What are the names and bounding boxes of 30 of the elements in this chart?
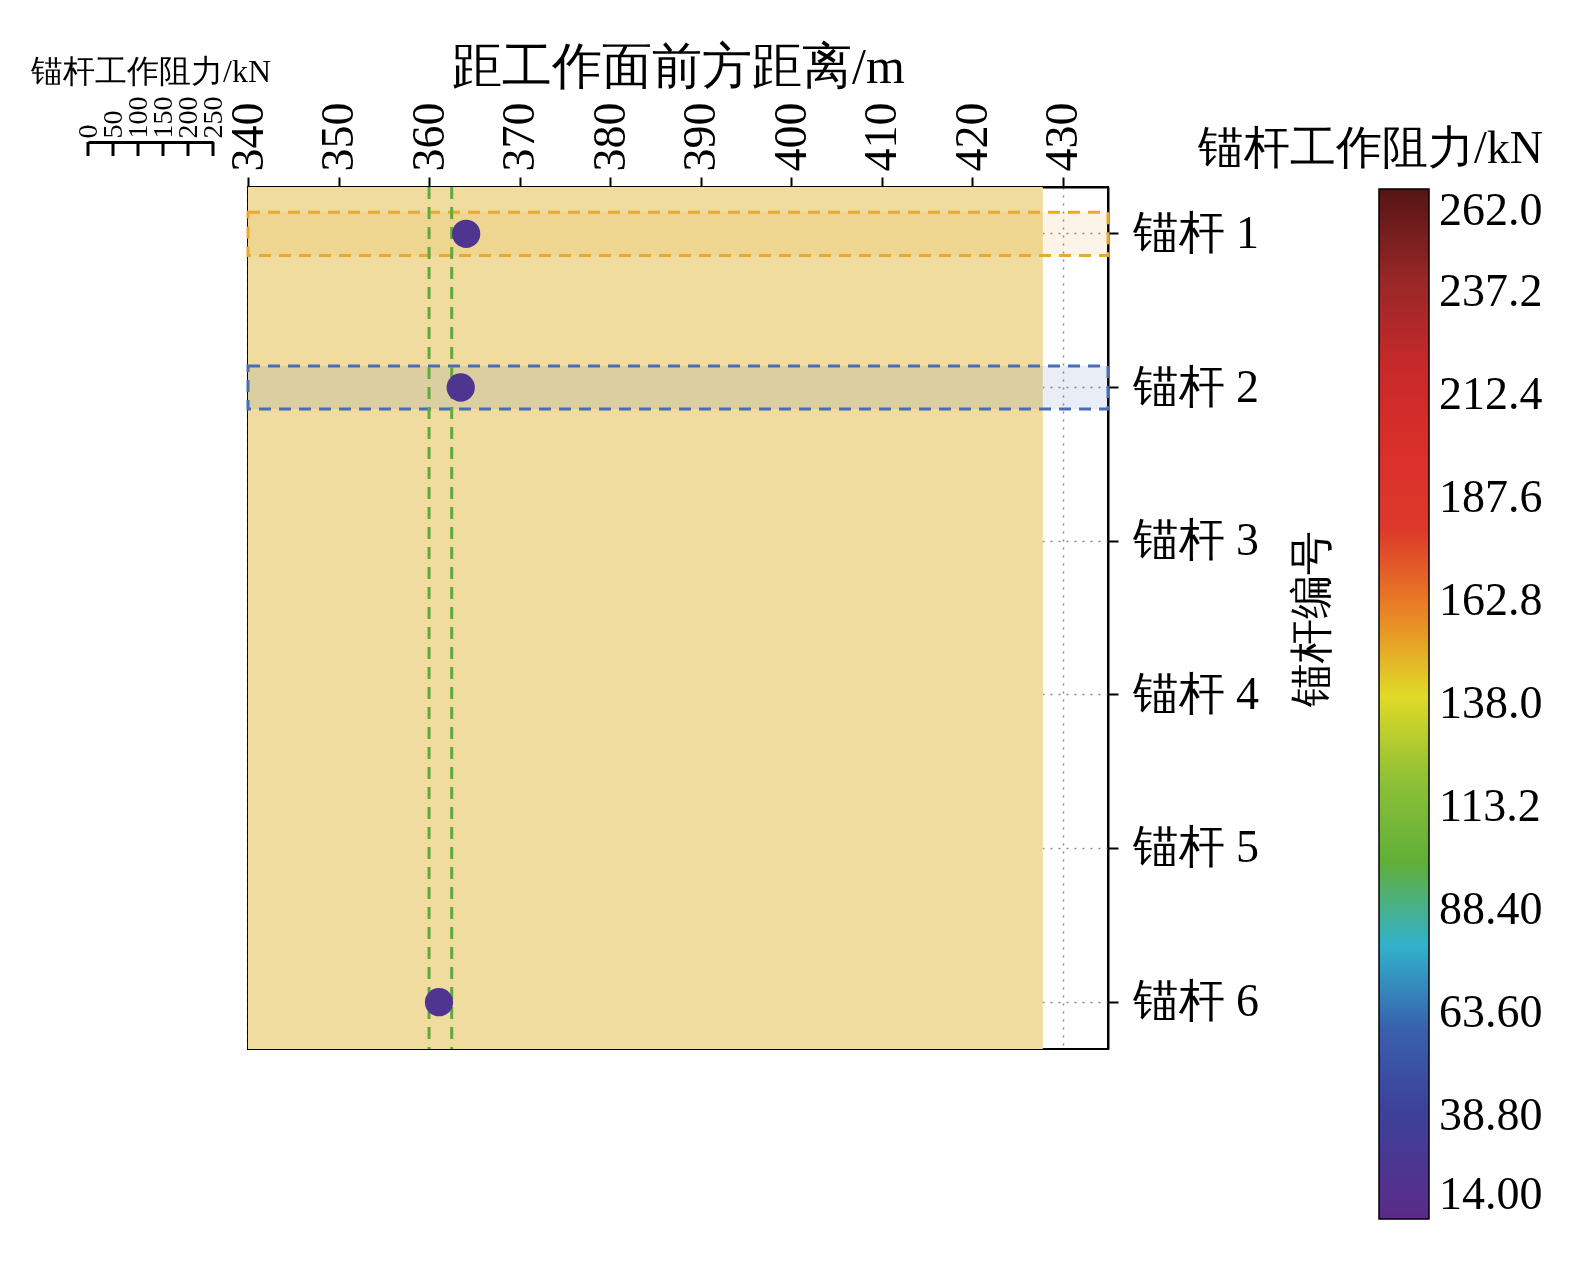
color-bar-label: 113.2	[1439, 780, 1541, 831]
x-tick-label: 360	[402, 102, 454, 172]
x-tick-label: 400	[764, 102, 816, 172]
x-tick-label: 390	[674, 102, 726, 172]
color-bar-label: 88.40	[1439, 883, 1543, 934]
color-bar-label: 38.80	[1439, 1089, 1543, 1140]
color-bar-label: 237.2	[1439, 265, 1543, 316]
color-bar-label: 187.6	[1439, 471, 1543, 522]
color-bar-label: 138.0	[1439, 677, 1543, 728]
x-tick-label: 350	[312, 102, 364, 172]
y-tick-label: 锚杆 6	[1131, 975, 1259, 1027]
y-tick-label: 锚杆 2	[1131, 360, 1259, 412]
y-tick-label: 锚杆 1	[1131, 206, 1259, 258]
y-axis-title: 锚杆编号	[1287, 530, 1336, 708]
color-bar-label: 14.00	[1439, 1168, 1543, 1219]
color-bar-label: 63.60	[1439, 986, 1543, 1037]
x-tick-label: 430	[1036, 102, 1088, 172]
color-bar-label: 212.4	[1439, 368, 1543, 419]
color-bar-label: 162.8	[1439, 574, 1543, 625]
x-tick-label: 380	[583, 102, 635, 172]
x-tick-label: 420	[945, 102, 997, 172]
x-axis-title: 距工作面前方距离/m	[452, 37, 905, 94]
color-bar-title: 锚杆工作阻力/kN	[30, 52, 271, 89]
y-tick-label: 锚杆 3	[1131, 514, 1259, 566]
y-tick-label: 锚杆 5	[1131, 821, 1259, 873]
x-tick-label: 410	[855, 102, 907, 172]
y-tick-label: 锚杆 4	[1131, 667, 1259, 719]
color-bar-label: 262.0	[1439, 184, 1543, 235]
x2-axis-title: 锚杆工作阻力/kN	[1197, 122, 1543, 173]
x-tick-label: 370	[493, 102, 545, 172]
